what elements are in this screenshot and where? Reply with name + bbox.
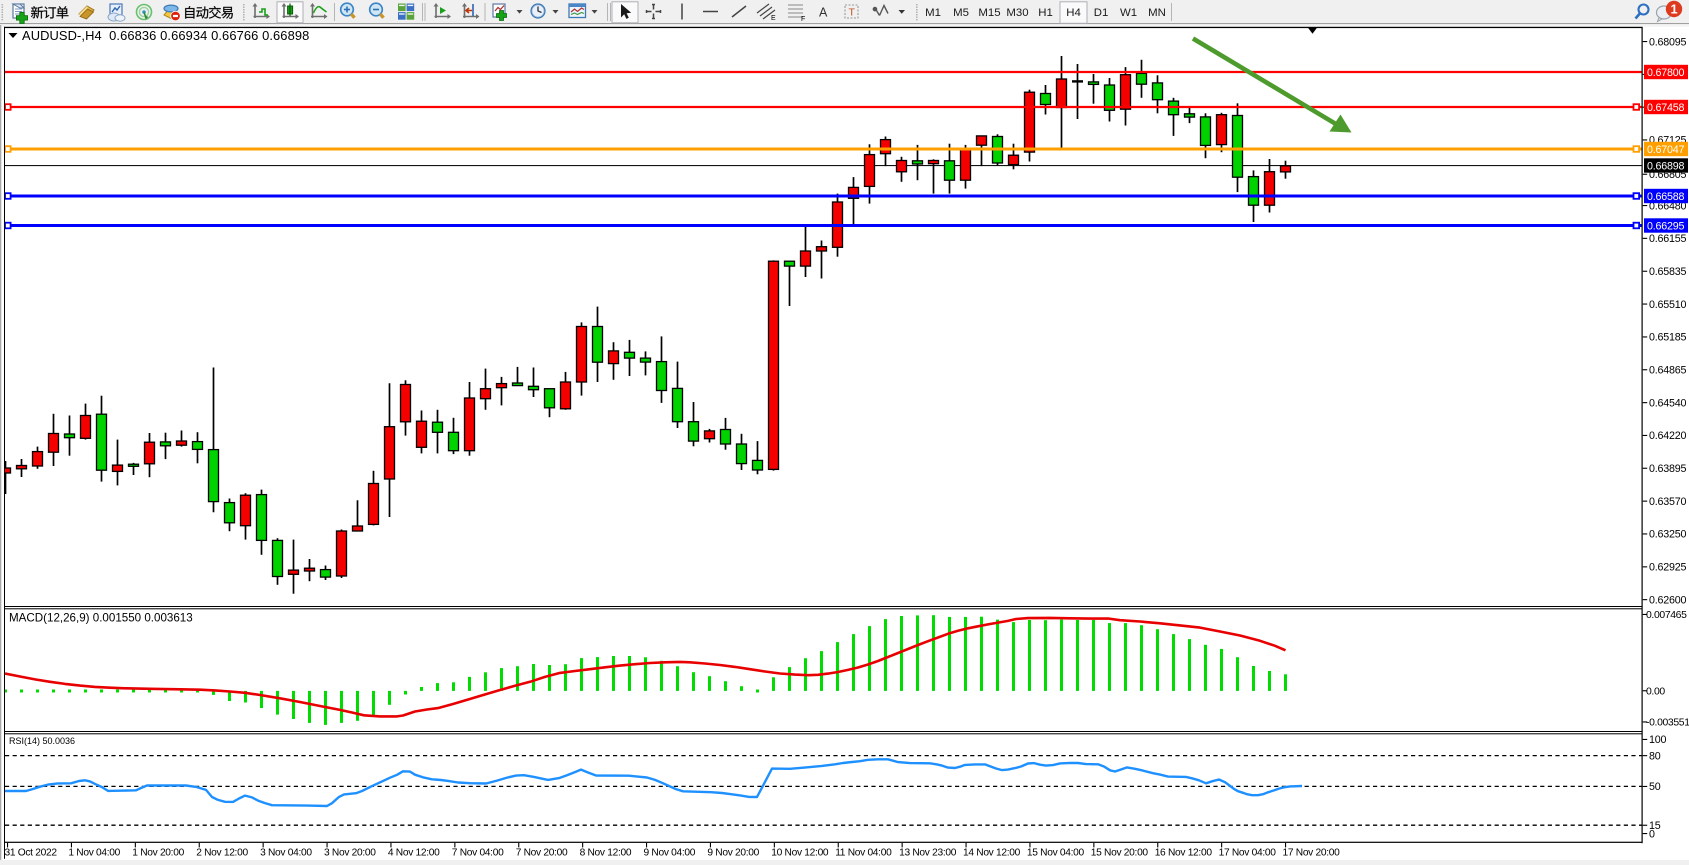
svg-text:10 Nov 12:00: 10 Nov 12:00: [771, 847, 829, 858]
svg-text:0.66295: 0.66295: [1647, 220, 1684, 232]
svg-text:0.67458: 0.67458: [1647, 102, 1684, 114]
svg-text:0.66898: 0.66898: [1647, 160, 1684, 172]
svg-text:15 Nov 04:00: 15 Nov 04:00: [1027, 847, 1085, 858]
svg-text:0.64865: 0.64865: [1649, 365, 1686, 377]
svg-text:13 Nov 23:00: 13 Nov 23:00: [899, 847, 957, 858]
svg-text:M30: M30: [1006, 7, 1028, 19]
svg-text:80: 80: [1649, 750, 1661, 762]
svg-text:0.63895: 0.63895: [1649, 463, 1686, 475]
svg-text:3 Nov 04:00: 3 Nov 04:00: [260, 847, 312, 858]
svg-text:0.65835: 0.65835: [1649, 266, 1686, 278]
svg-text:0.62600: 0.62600: [1649, 594, 1686, 606]
svg-text:0: 0: [1649, 828, 1655, 840]
svg-text:0.64540: 0.64540: [1649, 397, 1686, 409]
svg-text:0.68095: 0.68095: [1649, 36, 1686, 48]
svg-text:1 Nov 04:00: 1 Nov 04:00: [68, 847, 120, 858]
svg-text:17 Nov 04:00: 17 Nov 04:00: [1219, 847, 1277, 858]
svg-text:0.66155: 0.66155: [1649, 233, 1686, 245]
svg-text:MN: MN: [1148, 7, 1166, 19]
svg-text:0.65185: 0.65185: [1649, 332, 1686, 344]
svg-text:0.63570: 0.63570: [1649, 496, 1686, 508]
svg-text:0.64220: 0.64220: [1649, 430, 1686, 442]
svg-text:4 Nov 12:00: 4 Nov 12:00: [388, 847, 440, 858]
svg-text:M1: M1: [925, 7, 941, 19]
svg-text:100: 100: [1649, 734, 1666, 746]
svg-text:M15: M15: [978, 7, 1000, 19]
svg-text:AUDUSD-,H4 0.66836 0.66934 0.: AUDUSD-,H4 0.66836 0.66934 0.66766 0.668…: [22, 28, 309, 43]
svg-text:W1: W1: [1120, 7, 1137, 19]
svg-text:0.65510: 0.65510: [1649, 299, 1686, 311]
svg-text:T: T: [849, 7, 856, 19]
svg-text:9 Nov 04:00: 9 Nov 04:00: [644, 847, 696, 858]
svg-text:15 Nov 20:00: 15 Nov 20:00: [1091, 847, 1149, 858]
svg-text:50: 50: [1649, 781, 1661, 793]
svg-text:0.62925: 0.62925: [1649, 562, 1686, 574]
svg-text:0.007465: 0.007465: [1646, 610, 1687, 621]
svg-text:H1: H1: [1038, 7, 1053, 19]
svg-text:14 Nov 12:00: 14 Nov 12:00: [963, 847, 1021, 858]
svg-text:16 Nov 12:00: 16 Nov 12:00: [1155, 847, 1213, 858]
svg-text:0.67047: 0.67047: [1647, 144, 1684, 156]
svg-text:7 Nov 20:00: 7 Nov 20:00: [516, 847, 568, 858]
svg-text:9 Nov 20:00: 9 Nov 20:00: [707, 847, 759, 858]
svg-text:-0.003551: -0.003551: [1646, 718, 1689, 729]
svg-text:D1: D1: [1094, 7, 1109, 19]
svg-text:MACD(12,26,9) 0.001550 0.00361: MACD(12,26,9) 0.001550 0.003613: [9, 612, 193, 625]
svg-text:RSI(14) 50.0036: RSI(14) 50.0036: [9, 736, 75, 746]
svg-text:0.00: 0.00: [1646, 687, 1665, 698]
svg-text:F: F: [801, 16, 805, 23]
svg-text:M5: M5: [953, 7, 969, 19]
svg-text:17 Nov 20:00: 17 Nov 20:00: [1283, 847, 1341, 858]
svg-text:0.67800: 0.67800: [1647, 67, 1684, 79]
svg-text:31 Oct 2022: 31 Oct 2022: [5, 847, 58, 858]
svg-text:A: A: [819, 6, 828, 20]
svg-text:7 Nov 04:00: 7 Nov 04:00: [452, 847, 504, 858]
svg-text:E: E: [771, 15, 776, 22]
svg-text:11 Nov 04:00: 11 Nov 04:00: [835, 847, 892, 858]
svg-text:3 Nov 20:00: 3 Nov 20:00: [324, 847, 376, 858]
svg-text:1 Nov 20:00: 1 Nov 20:00: [132, 847, 184, 858]
svg-text:8 Nov 12:00: 8 Nov 12:00: [580, 847, 632, 858]
svg-text:0.63250: 0.63250: [1649, 529, 1686, 541]
svg-text:H4: H4: [1066, 7, 1081, 19]
svg-text:2 Nov 12:00: 2 Nov 12:00: [196, 847, 248, 858]
svg-text:0.66480: 0.66480: [1649, 200, 1686, 212]
svg-text:1: 1: [1670, 1, 1677, 16]
svg-text:15: 15: [1649, 820, 1661, 832]
svg-text:0.66588: 0.66588: [1647, 191, 1684, 203]
